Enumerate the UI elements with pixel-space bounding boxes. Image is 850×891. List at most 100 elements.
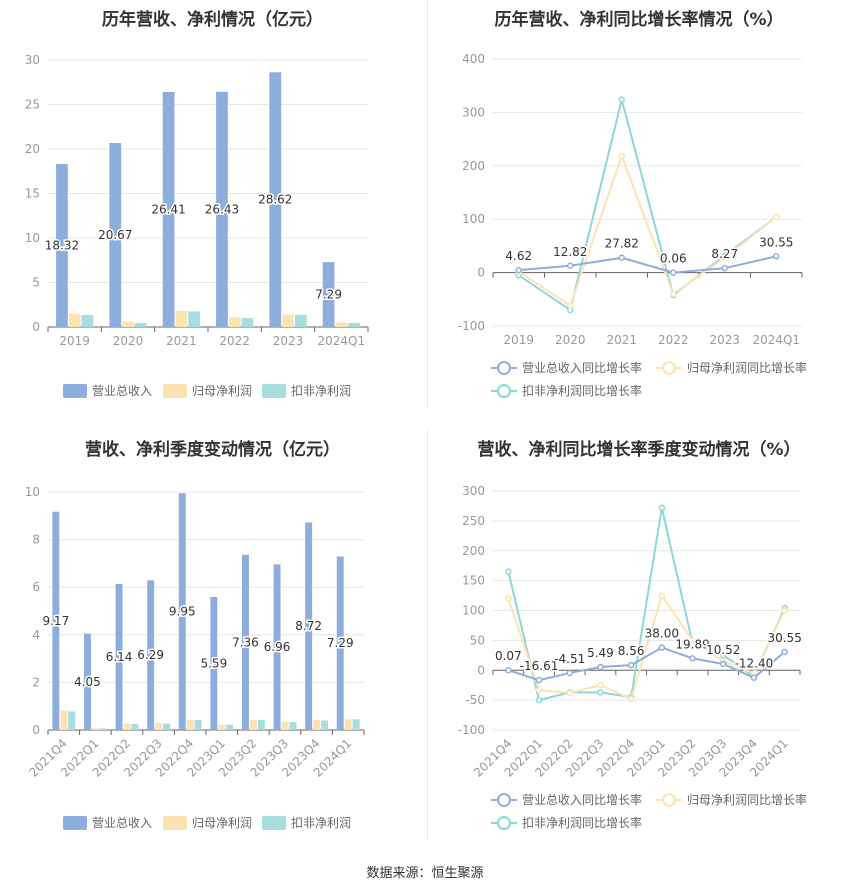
bar-deducted-net-profit [352,719,360,730]
series-point [670,269,677,276]
annual-amounts-panel: 历年营收、净利情况（亿元） 0 5 10 15 20 25 30 2019 2020 2021 20… [0,0,425,408]
series-point [720,660,727,668]
bar-data-label: 20.67 [98,228,132,242]
line-data-label: 27.82 [605,237,639,251]
y-tick-label: 30 [25,53,40,67]
legend-marker [497,361,511,375]
divider-top [427,0,428,408]
bar-revenue [115,583,123,730]
bar-revenue [56,163,68,327]
bar-parent-net-profit [122,321,134,327]
bar-parent-net-profit [249,720,257,730]
bar-data-label: 18.32 [45,238,79,252]
series-point [627,661,635,669]
series-point [597,689,604,696]
series-point [750,674,758,681]
legend-label: 归母净利润同比增长率 [687,360,807,375]
series-point [670,290,677,298]
series-point [658,592,666,599]
bar-parent-net-profit [228,317,241,327]
y-tick-label: 6 [32,580,40,594]
line-data-label: -12.40 [735,657,774,671]
line-data-label: 4.62 [505,249,532,263]
bar-deducted-net-profit [226,724,234,730]
bar-parent-net-profit [175,310,188,327]
bar-deducted-net-profit [188,311,200,327]
series-point [505,666,512,674]
bar-data-label: 9.17 [42,614,69,628]
legend-label: 扣非净利润 [291,384,351,398]
series-point [781,648,788,656]
bar-data-label: 5.59 [200,656,227,670]
bar-revenue [109,143,122,327]
y-tick-label: 5 [32,276,40,290]
series-point [535,676,543,684]
y-tick-label: 20 [25,142,40,156]
line-data-label: 10.52 [706,643,740,657]
series-point [535,686,543,694]
x-tick-label: 2020 [555,333,586,347]
series-point [721,264,728,272]
bar-data-label: 7.29 [327,636,354,650]
series-point [597,663,604,671]
bar-deducted-net-profit [294,314,307,327]
bar-data-label: 7.29 [315,288,342,302]
series-line-deducted-growth [518,99,777,312]
series-point [689,655,696,662]
bar-deducted-net-profit [99,728,107,730]
y-tick-label: 150 [462,574,485,588]
bar-revenue [162,91,175,328]
bar-revenue [322,262,335,327]
bar-deducted-net-profit [131,723,139,730]
bar-parent-net-profit [68,313,81,327]
series-point [618,96,625,103]
bar-deducted-net-profit [348,322,360,327]
series-point [618,254,625,261]
x-tick-label: 2022 [658,333,689,347]
bar-revenue [210,596,218,730]
x-tick-label: 2021 [606,333,637,347]
bar-data-label: 6.96 [264,640,291,654]
bar-parent-net-profit [155,722,163,730]
legend-label: 扣非净利润 [291,816,351,830]
quarterly-growth-title: 营收、净利同比增长率季度变动情况（%） [477,440,801,460]
bar-revenue [52,511,60,730]
bar-revenue [269,72,282,327]
bar-parent-net-profit [123,723,131,730]
series-point [535,696,543,704]
line-data-label: 12.82 [553,245,587,259]
y-tick-label: 0 [32,320,40,334]
x-tick-label: 2023 [273,334,304,348]
bar-deducted-net-profit [241,318,254,327]
y-tick-label: 10 [25,231,40,245]
y-tick-label: 8 [32,533,40,547]
series-point [618,152,625,160]
line-data-label: 30.55 [759,235,793,249]
series-point [658,504,666,511]
bar-revenue [147,580,155,730]
bar-revenue [216,91,228,327]
series-point [773,253,780,260]
bar-deducted-net-profit [134,322,147,327]
x-tick-label: 2020 [113,334,144,348]
annual-growth-chart: -100 0 100 200 300 400 2019 2020 2021 2022 2023 202… [458,52,807,398]
bar-revenue [273,564,281,730]
legend-swatch [163,816,187,830]
series-line-parent-growth [518,153,777,308]
bar-parent-net-profit [281,721,289,730]
legend-label: 归母净利润 [192,384,252,398]
line-data-label: 19.89 [675,637,709,651]
series-point [505,568,512,575]
y-tick-label: -100 [458,723,485,737]
x-tick-label: 2022 [219,334,250,348]
bar-deducted-net-profit [68,711,76,730]
legend-label: 归母净利润同比增长率 [687,792,807,807]
series-point [689,637,696,644]
legend-label: 扣非净利润同比增长率 [522,815,642,830]
line-data-label: 0.06 [660,252,687,266]
bar-revenue [178,493,186,730]
bar-data-label: 6.29 [137,648,164,662]
legend-marker [497,816,511,830]
legend-label: 营业总收入 [92,384,152,398]
x-tick-label: 2019 [59,334,90,348]
